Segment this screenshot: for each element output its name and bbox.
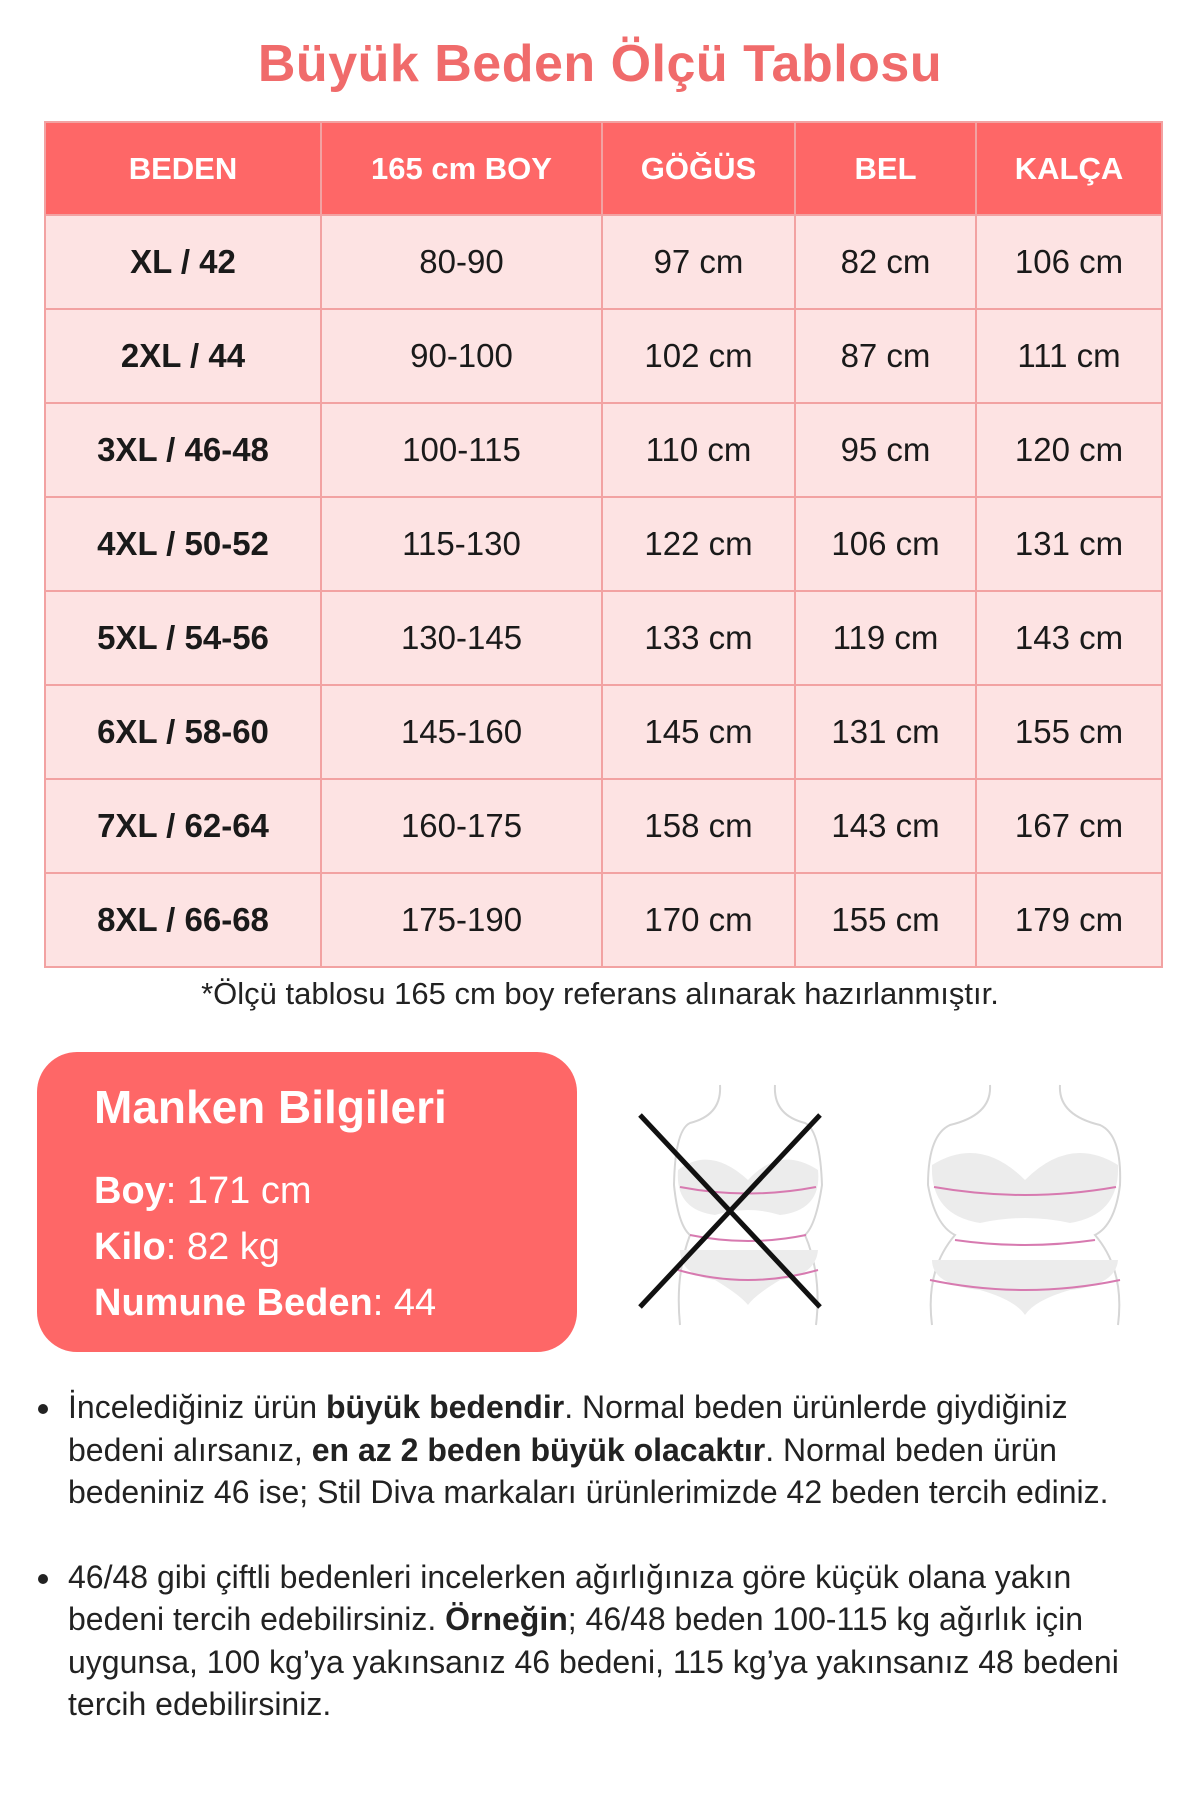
cell-hip: 120 cm — [975, 402, 1163, 498]
model-height: Boy: 171 cm — [94, 1170, 312, 1213]
bold-text: en az 2 beden büyük olacaktır — [311, 1431, 766, 1468]
cell-size: 6XL / 58-60 — [44, 684, 322, 780]
cell-weight: 90-100 — [320, 308, 603, 404]
cell-hip: 131 cm — [975, 496, 1163, 592]
cell-hip: 155 cm — [975, 684, 1163, 780]
cell-hip: 106 cm — [975, 214, 1163, 310]
cell-size: 8XL / 66-68 — [44, 872, 322, 968]
cell-size: 5XL / 54-56 — [44, 590, 322, 686]
cell-waist: 131 cm — [794, 684, 977, 780]
header-kalca: KALÇA — [975, 121, 1163, 216]
header-beden: BEDEN — [44, 121, 322, 216]
table-row: 4XL / 50-52 115-130 122 cm 106 cm 131 cm — [44, 496, 1163, 592]
cell-chest: 102 cm — [601, 308, 796, 404]
text: 46/48 gibi çiftli bedenleri incelerken a… — [68, 1558, 1072, 1638]
cell-hip: 167 cm — [975, 778, 1163, 874]
cell-weight: 115-130 — [320, 496, 603, 592]
cell-chest: 145 cm — [601, 684, 796, 780]
header-boy: 165 cm BOY — [320, 121, 603, 216]
cell-weight: 160-175 — [320, 778, 603, 874]
bullet-double-size: 46/48 gibi çiftli bedenleri incelerken a… — [38, 1556, 1168, 1726]
cell-weight: 175-190 — [320, 872, 603, 968]
value: : 171 cm — [165, 1170, 312, 1212]
cell-size: 4XL / 50-52 — [44, 496, 322, 592]
bold-text: büyük bedendir — [325, 1389, 565, 1425]
table-row: 7XL / 62-64 160-175 158 cm 143 cm 167 cm — [44, 778, 1163, 874]
footnote: *Ölçü tablosu 165 cm boy referans alınar… — [201, 976, 999, 1011]
header-gogus: GÖĞÜS — [601, 121, 796, 216]
bullet-large-size: İncelediğiniz ürün büyük bedendir. Norma… — [38, 1386, 1168, 1514]
label: Numune Beden — [94, 1282, 373, 1324]
table-row: 6XL / 58-60 145-160 145 cm 131 cm 155 cm — [44, 684, 1163, 780]
size-table: BEDEN 165 cm BOY GÖĞÜS BEL KALÇA XL / 42… — [44, 121, 1163, 968]
label: Boy — [94, 1170, 166, 1212]
cell-waist: 87 cm — [794, 308, 977, 404]
table-row: XL / 42 80-90 97 cm 82 cm 106 cm — [44, 214, 1163, 310]
cell-weight: 100-115 — [320, 402, 603, 498]
cell-hip: 179 cm — [975, 872, 1163, 968]
table-row: 5XL / 54-56 130-145 133 cm 119 cm 143 cm — [44, 590, 1163, 686]
cell-size: XL / 42 — [44, 214, 322, 310]
cell-hip: 143 cm — [975, 590, 1163, 686]
body-measurement-icon — [926, 1084, 1122, 1326]
value: : 82 kg — [165, 1226, 280, 1268]
model-info-title: Manken Bilgileri — [94, 1081, 447, 1133]
info-bullets: İncelediğiniz ürün büyük bedendir. Norma… — [38, 1386, 1168, 1768]
cell-size: 7XL / 62-64 — [44, 778, 322, 874]
label: Kilo — [94, 1226, 166, 1268]
cell-waist: 82 cm — [794, 214, 977, 310]
text: ; 46/48 beden 100-115 kg ağırlık için uy… — [68, 1601, 1119, 1722]
cell-weight: 145-160 — [320, 684, 603, 780]
cell-size: 2XL / 44 — [44, 308, 322, 404]
header-bel: BEL — [794, 121, 977, 216]
bold-text: Örneğin — [445, 1601, 568, 1637]
cell-waist: 106 cm — [794, 496, 977, 592]
cell-size: 3XL / 46-48 — [44, 402, 322, 498]
value: : 44 — [372, 1282, 437, 1324]
cell-chest: 170 cm — [601, 872, 796, 968]
cell-waist: 155 cm — [794, 872, 977, 968]
cell-chest: 122 cm — [601, 496, 796, 592]
cell-chest: 133 cm — [601, 590, 796, 686]
cell-hip: 111 cm — [975, 308, 1163, 404]
table-row: 8XL / 66-68 175-190 170 cm 155 cm 179 cm — [44, 872, 1163, 968]
model-info-card: Manken Bilgileri Boy: 171 cm Kilo: 82 kg… — [37, 1052, 577, 1352]
cell-weight: 130-145 — [320, 590, 603, 686]
crossed-out-body-measurement-icon — [638, 1084, 824, 1326]
table-row: 2XL / 44 90-100 102 cm 87 cm 111 cm — [44, 308, 1163, 404]
cell-chest: 158 cm — [601, 778, 796, 874]
cell-chest: 110 cm — [601, 402, 796, 498]
model-weight: Kilo: 82 kg — [94, 1226, 280, 1269]
cell-waist: 95 cm — [794, 402, 977, 498]
table-header-row: BEDEN 165 cm BOY GÖĞÜS BEL KALÇA — [44, 121, 1163, 216]
page-title: Büyük Beden Ölçü Tablosu — [257, 35, 943, 93]
cell-chest: 97 cm — [601, 214, 796, 310]
cell-waist: 119 cm — [794, 590, 977, 686]
table-row: 3XL / 46-48 100-115 110 cm 95 cm 120 cm — [44, 402, 1163, 498]
text: İncelediğiniz ürün — [68, 1389, 326, 1425]
body-figures — [638, 1084, 1122, 1326]
text: . Normal beden ürünlerde giydiğiniz bede… — [68, 1389, 1068, 1468]
model-sample-size: Numune Beden: 44 — [94, 1282, 436, 1325]
cell-waist: 143 cm — [794, 778, 977, 874]
text: . Normal beden ürün bedeniniz 46 ise; St… — [68, 1431, 1109, 1511]
cell-weight: 80-90 — [320, 214, 603, 310]
